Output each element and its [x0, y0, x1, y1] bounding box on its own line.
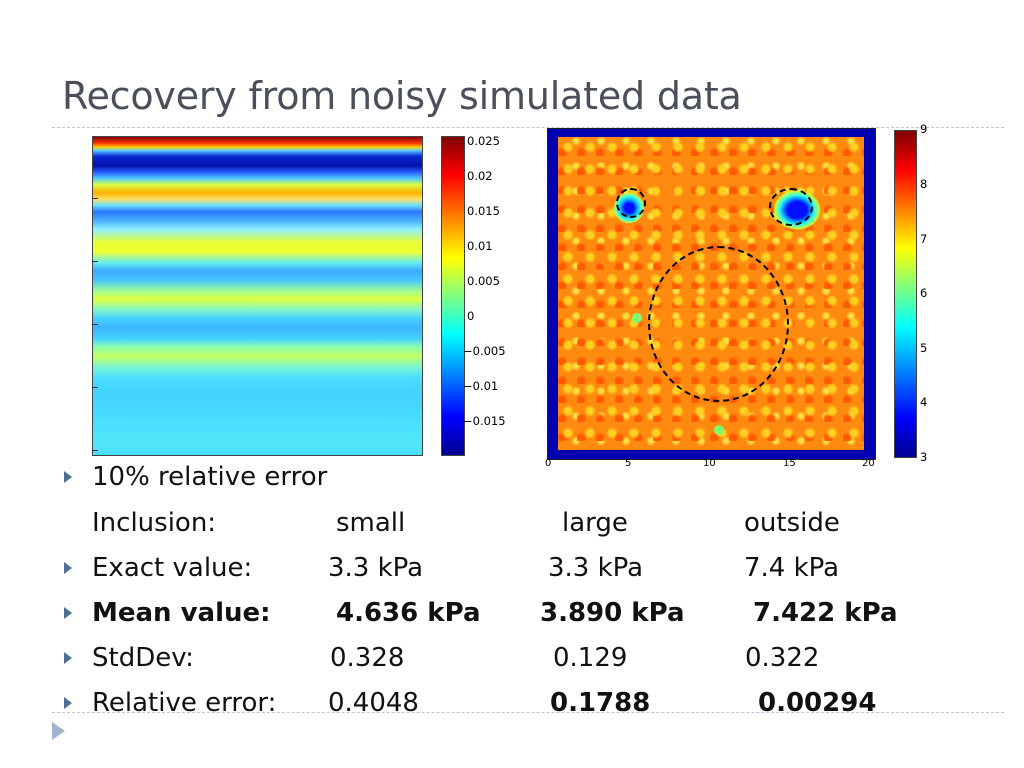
- row-label: Mean value:: [92, 598, 271, 628]
- col-large: large: [562, 508, 628, 538]
- slide-title: Recovery from noisy simulated data: [62, 74, 742, 118]
- bullet-arrow-icon: [64, 471, 72, 483]
- row-label: StdDev:: [92, 643, 194, 673]
- top-divider: [52, 127, 1004, 128]
- small-inclusion-outline: [616, 188, 646, 218]
- row-inclusion-header: Inclusion: small large outside: [0, 508, 1024, 546]
- col-outside: 7.422 kPa: [753, 598, 898, 628]
- right-cbar-tick: 8: [920, 177, 928, 191]
- noise-spot: [714, 425, 724, 435]
- col-large: 3.3 kPa: [548, 553, 644, 583]
- row-label: Inclusion:: [92, 508, 217, 538]
- bullet-arrow-icon: [64, 652, 72, 664]
- left-cbar-tick: 0.02: [467, 169, 493, 183]
- col-large: 0.129: [553, 643, 628, 673]
- col-small: 0.4048: [328, 688, 419, 718]
- bottom-divider: [52, 712, 1004, 713]
- row-label: Exact value:: [92, 553, 253, 583]
- left-cbar-tick: 0: [467, 309, 475, 323]
- left-cbar-tick: −0.005: [463, 344, 506, 358]
- x-tick: 5: [625, 458, 632, 469]
- x-tick: 15: [783, 458, 796, 469]
- col-outside: 7.4 kPa: [744, 553, 840, 583]
- left-cbar-tick: −0.01: [463, 379, 499, 393]
- col-small: 3.3 kPa: [328, 553, 424, 583]
- left-cbar-tick: −0.015: [463, 414, 506, 428]
- left-cbar-tick: 0.015: [467, 204, 500, 218]
- outside-region-outline: [648, 246, 789, 402]
- row-label: 10% relative error: [92, 462, 328, 492]
- left-cbar-tick: 0.01: [467, 239, 493, 253]
- col-small: small: [336, 508, 406, 538]
- row-label: Relative error:: [92, 688, 277, 718]
- bullet-mean-value: Mean value: 4.636 kPa 3.890 kPa 7.422 kP…: [0, 598, 1024, 636]
- x-tick: 0: [545, 458, 552, 469]
- col-large: 3.890 kPa: [540, 598, 685, 628]
- bullet-exact-value: Exact value: 3.3 kPa 3.3 kPa 7.4 kPa: [0, 553, 1024, 591]
- col-small: 4.636 kPa: [336, 598, 481, 628]
- col-small: 0.328: [330, 643, 405, 673]
- bullet-arrow-icon: [64, 562, 72, 574]
- x-tick: 10: [703, 458, 716, 469]
- bullet-arrow-icon: [64, 697, 72, 709]
- left-cbar-tick: 0.005: [467, 274, 500, 288]
- left-axis-ticks: [92, 136, 98, 454]
- right-cbar-tick: 5: [920, 341, 928, 355]
- right-colorbar: [894, 130, 917, 458]
- left-field-image: [92, 136, 423, 456]
- bullet-stddev: StdDev: 0.328 0.129 0.322: [0, 643, 1024, 681]
- left-colorbar: [441, 136, 465, 456]
- right-cbar-tick: 4: [920, 395, 928, 409]
- right-cbar-tick: 6: [920, 286, 928, 300]
- right-cbar-tick: 7: [920, 232, 928, 246]
- noise-spot: [632, 313, 642, 323]
- large-inclusion-outline: [769, 188, 813, 226]
- col-outside: outside: [744, 508, 840, 538]
- col-large: 0.1788: [550, 688, 651, 718]
- left-cbar-tick: 0.025: [467, 134, 500, 148]
- col-outside: 0.322: [745, 643, 820, 673]
- col-outside: 0.00294: [758, 688, 877, 718]
- x-tick: 20: [862, 458, 875, 469]
- slide-corner-arrow-icon: [52, 722, 65, 740]
- bullet-noise-level: 10% relative error: [0, 462, 1024, 500]
- right-cbar-tick: 9: [920, 122, 928, 136]
- right-cbar-tick: 3: [920, 450, 928, 464]
- bullet-relative-error: Relative error: 0.4048 0.1788 0.00294: [0, 688, 1024, 726]
- bullet-arrow-icon: [64, 607, 72, 619]
